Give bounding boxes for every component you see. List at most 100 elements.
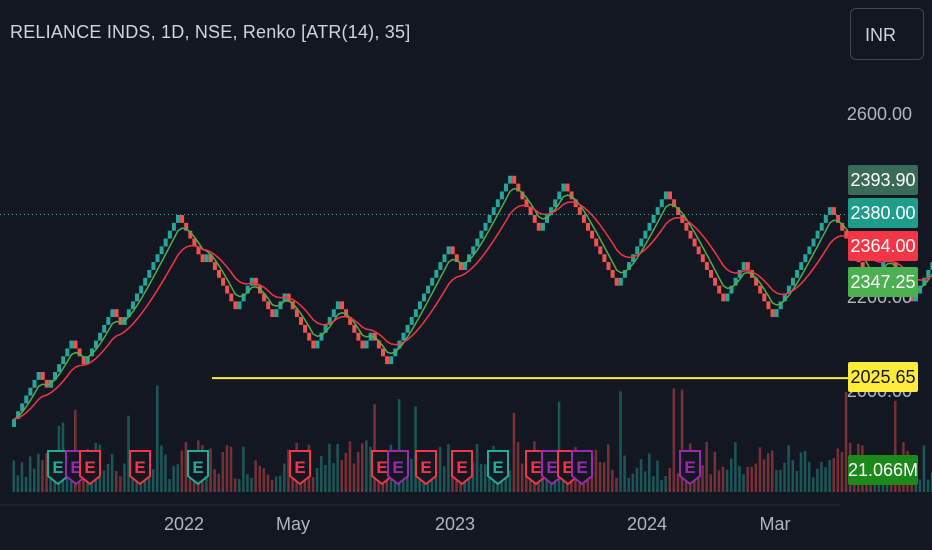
renko-brick [130, 301, 135, 310]
volume-bar [586, 476, 589, 492]
volume-bar [705, 442, 708, 492]
renko-brick [319, 332, 324, 341]
volume-bar [217, 473, 220, 492]
earnings-badge [415, 450, 437, 486]
earnings-marker[interactable]: E [187, 450, 209, 486]
earnings-marker[interactable]: E [47, 450, 69, 486]
volume-bar [168, 479, 171, 492]
renko-brick [155, 254, 160, 263]
renko-brick [20, 403, 25, 412]
price-tag: 2025.65 [848, 362, 918, 392]
earnings-badge [487, 450, 509, 486]
volume-bar [24, 476, 28, 492]
renko-brick [311, 340, 316, 349]
renko-brick [434, 269, 439, 278]
volume-bar [221, 452, 225, 492]
renko-brick [24, 395, 29, 404]
renko-brick [299, 317, 303, 325]
renko-brick [315, 340, 320, 349]
volume-bar [664, 476, 667, 492]
volume-bar [410, 458, 413, 492]
renko-brick [704, 262, 709, 270]
volume-bar [332, 463, 335, 492]
earnings-marker[interactable]: E [451, 450, 473, 486]
price-tag-bg [848, 267, 918, 297]
renko-brick [274, 309, 279, 318]
renko-brick [331, 309, 336, 318]
renko-brick [241, 293, 246, 302]
renko-brick [340, 301, 344, 310]
volume-bar [41, 460, 44, 492]
renko-brick [914, 293, 918, 302]
earnings-marker[interactable]: E [415, 450, 437, 486]
renko-brick [545, 215, 549, 223]
renko-brick [65, 348, 70, 357]
volume-bar [369, 446, 372, 492]
earnings-label: E [84, 458, 95, 477]
renko-brick [426, 285, 431, 294]
renko-brick [639, 238, 644, 247]
renko-brick [713, 277, 718, 286]
volume-bar [397, 399, 401, 492]
volume-tag: 21.066M [848, 455, 918, 485]
volume-bar [812, 477, 815, 492]
volume-bar [270, 479, 274, 492]
earnings-label: E [530, 458, 541, 477]
volume-bar [598, 462, 602, 492]
renko-brick [725, 293, 730, 302]
volume-bar [328, 443, 331, 492]
volume-bar [717, 470, 721, 492]
renko-brick [335, 301, 340, 310]
volume-bar [12, 460, 15, 492]
earnings-marker[interactable]: E [487, 450, 509, 486]
volume-bar [16, 475, 20, 492]
renko-brick [249, 277, 254, 286]
volume-bar [635, 467, 639, 492]
renko-brick [294, 309, 299, 318]
renko-brick [643, 230, 648, 239]
renko-brick [171, 222, 176, 231]
renko-brick [413, 309, 418, 318]
renko-brick [376, 340, 381, 349]
volume-bar [615, 477, 618, 492]
renko-brick [270, 309, 275, 318]
earnings-label: E [456, 458, 467, 477]
currency-button[interactable]: INR [850, 8, 924, 60]
volume-bar [213, 469, 216, 492]
volume-bar [279, 475, 282, 492]
price-axis-label: 2600.00 [847, 104, 912, 124]
renko-brick [467, 254, 472, 263]
earnings-marker[interactable]: E [129, 450, 151, 486]
renko-brick [225, 285, 230, 294]
renko-brick [253, 277, 258, 286]
renko-brick [635, 246, 640, 255]
renko-brick [57, 364, 62, 372]
renko-brick [385, 356, 390, 365]
renko-brick [668, 191, 672, 200]
earnings-marker[interactable]: E [571, 450, 593, 486]
renko-brick [688, 230, 693, 239]
volume-bar [311, 477, 315, 492]
earnings-label: E [134, 458, 145, 477]
volume-bar [164, 454, 167, 492]
volume-bar [254, 460, 257, 492]
volume-bar [119, 476, 122, 492]
renko-brick [307, 332, 312, 341]
earnings-marker[interactable]: E [387, 450, 409, 486]
renko-brick [602, 254, 607, 263]
time-axis-label: 2022 [164, 514, 204, 534]
renko-brick [405, 324, 410, 333]
earnings-marker[interactable]: E [79, 450, 101, 486]
renko-brick [53, 371, 57, 380]
earnings-marker[interactable]: E [679, 450, 701, 486]
volume-bar [672, 388, 676, 492]
renko-brick [557, 191, 562, 200]
volume-bar [844, 392, 848, 492]
volume-bar [795, 471, 799, 492]
earnings-marker[interactable]: E [289, 450, 311, 486]
renko-brick [786, 285, 791, 294]
price-tag-bg [848, 231, 918, 261]
